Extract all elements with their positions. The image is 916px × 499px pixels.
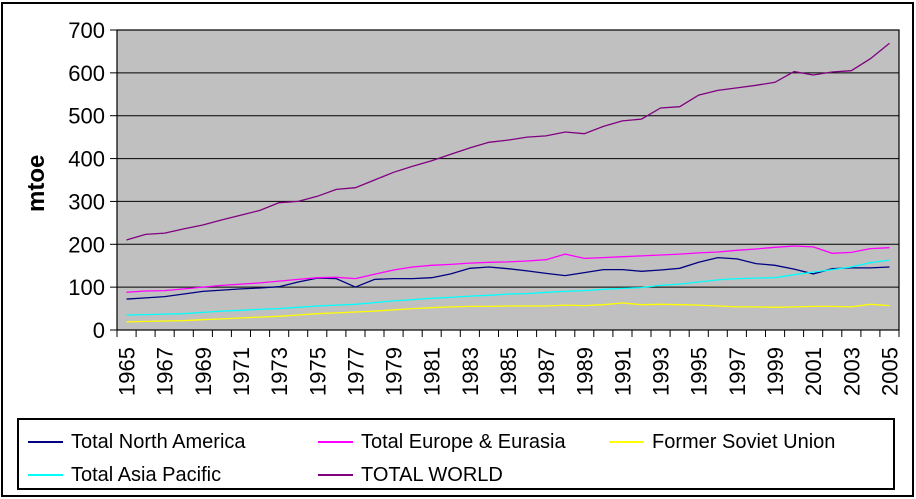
legend-item: Total Asia Pacific: [28, 462, 221, 488]
x-tick-label: 1969: [191, 347, 216, 396]
y-tick-label: 600: [68, 61, 105, 86]
legend-label: TOTAL WORLD: [361, 463, 503, 486]
series-line-4: [126, 42, 890, 241]
x-tick-label: 2001: [801, 347, 826, 396]
x-tick-label: 1979: [382, 347, 407, 396]
x-tick-label: 1985: [496, 347, 521, 396]
x-tick-label: 2003: [839, 347, 864, 396]
line-chart: 0 100 200 300 400 500 600 700 1965 1967 1969 1971 19…: [23, 18, 903, 396]
legend-swatch: [28, 474, 63, 476]
x-tick-label: 1971: [229, 347, 254, 396]
legend-item: Total North America: [28, 429, 246, 455]
x-tick-label: 1997: [725, 347, 750, 396]
legend-label: Total Asia Pacific: [71, 463, 222, 486]
legend-label: Total North America: [71, 430, 246, 453]
legend-swatch: [318, 474, 353, 476]
series-line-0: [126, 256, 890, 300]
legend-label: Former Soviet Union: [652, 430, 836, 453]
series-line-1: [126, 245, 890, 293]
y-tick-label: 500: [68, 104, 105, 129]
x-tick-label: 1999: [763, 347, 788, 396]
y-axis-title: mtoe: [23, 155, 50, 212]
x-tick-label: 1973: [267, 347, 292, 396]
x-tick-label: 1993: [649, 347, 674, 396]
chart-legend: Total North America Total Europe & Eurasi…: [17, 418, 895, 490]
y-tick-label: 100: [68, 275, 105, 300]
legend-label: Total Europe & Eurasia: [361, 430, 566, 453]
x-tick-label: 1991: [610, 347, 635, 396]
legend-item: Total Europe & Eurasia: [318, 429, 566, 455]
legend-swatch: [609, 441, 644, 443]
x-tick-label: 1987: [534, 347, 559, 396]
series-line-2: [126, 302, 890, 323]
x-tick-label: 1965: [115, 347, 140, 396]
legend-swatch: [28, 441, 63, 443]
plot-area: [116, 29, 900, 331]
series-line-3: [126, 259, 890, 316]
x-tick-label: 1975: [305, 347, 330, 396]
x-tick-label: 1981: [420, 347, 445, 396]
y-tick-label: 200: [68, 232, 105, 257]
x-tick-label: 1967: [153, 347, 178, 396]
x-tick-label: 2005: [878, 347, 903, 396]
legend-item: TOTAL WORLD: [318, 462, 503, 488]
x-tick-label: 1977: [343, 347, 368, 396]
y-tick-label: 0: [93, 318, 105, 343]
x-tick-label: 1995: [687, 347, 712, 396]
y-tick-label: 300: [68, 189, 105, 214]
y-tick-label: 700: [68, 18, 105, 43]
legend-item: Former Soviet Union: [609, 429, 835, 455]
x-tick-label: 1983: [458, 347, 483, 396]
legend-swatch: [318, 441, 353, 443]
x-tick-label: 1989: [572, 347, 597, 396]
y-tick-label: 400: [68, 147, 105, 172]
